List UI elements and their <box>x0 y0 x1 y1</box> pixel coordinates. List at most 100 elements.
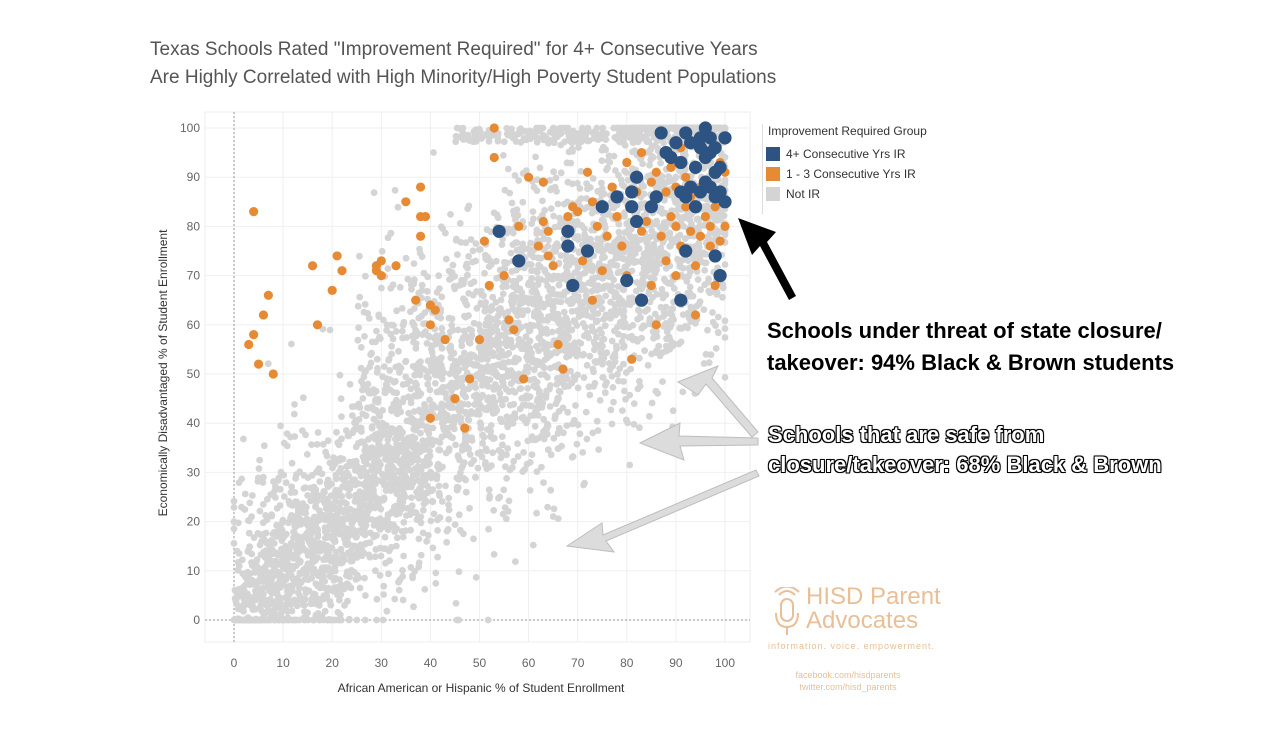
point-not-ir <box>269 561 276 569</box>
point-not-ir <box>424 368 432 376</box>
point-not-ir <box>395 578 402 586</box>
point-not-ir <box>464 410 472 418</box>
point-not-ir <box>399 573 407 580</box>
point-not-ir <box>506 189 514 197</box>
point-not-ir <box>533 291 541 298</box>
point-not-ir <box>658 285 666 293</box>
point-4plus-yrs-ir <box>684 180 698 194</box>
point-not-ir <box>719 284 727 292</box>
point-not-ir <box>469 351 477 359</box>
point-4plus-yrs-ir <box>595 200 609 214</box>
point-not-ir <box>620 342 628 350</box>
point-not-ir <box>630 420 638 428</box>
point-not-ir <box>574 384 582 392</box>
y-tick-label: 10 <box>187 564 201 578</box>
point-not-ir <box>460 400 468 408</box>
point-not-ir <box>423 537 430 545</box>
point-not-ir <box>410 321 418 329</box>
point-not-ir <box>390 456 397 463</box>
point-not-ir <box>278 529 285 537</box>
point-4plus-yrs-ir <box>625 185 639 199</box>
point-not-ir <box>502 395 510 403</box>
point-not-ir <box>466 504 473 512</box>
point-not-ir <box>314 513 322 521</box>
point-not-ir <box>571 269 579 277</box>
legend-item-4plus[interactable]: 4+ Consecutive Yrs IR <box>762 144 927 164</box>
axes: 0 10 20 30 40 50 60 70 80 90 100010203040506070809… <box>180 112 750 670</box>
point-not-ir <box>271 582 279 590</box>
point-1-3-yrs-ir <box>641 216 652 227</box>
point-not-ir <box>319 546 327 554</box>
point-not-ir <box>526 487 534 494</box>
point-not-ir <box>450 413 458 421</box>
point-not-ir <box>250 534 258 541</box>
point-not-ir <box>629 139 637 147</box>
point-not-ir <box>660 275 668 283</box>
point-not-ir <box>378 247 386 255</box>
point-1-3-yrs-ir <box>705 241 715 251</box>
point-not-ir <box>480 354 488 362</box>
point-not-ir <box>541 371 548 378</box>
point-not-ir <box>445 501 452 509</box>
point-not-ir <box>484 328 492 336</box>
point-not-ir <box>574 421 582 429</box>
point-not-ir <box>438 498 446 505</box>
point-not-ir <box>531 309 538 316</box>
point-not-ir <box>415 494 423 502</box>
point-not-ir <box>492 383 500 391</box>
point-not-ir <box>560 272 567 279</box>
point-1-3-yrs-ir <box>268 369 278 379</box>
point-not-ir <box>554 515 562 522</box>
point-not-ir <box>476 326 484 334</box>
point-1-3-yrs-ir <box>312 320 323 330</box>
point-not-ir <box>382 545 389 553</box>
point-not-ir <box>452 132 460 140</box>
point-not-ir <box>288 542 296 549</box>
point-not-ir <box>437 386 445 393</box>
point-not-ir <box>663 328 671 336</box>
point-not-ir <box>299 601 307 609</box>
point-not-ir <box>642 211 650 219</box>
point-1-3-yrs-ir <box>327 285 337 295</box>
point-not-ir <box>648 152 656 160</box>
point-not-ir <box>413 488 420 496</box>
point-1-3-yrs-ir <box>425 320 435 330</box>
point-not-ir <box>640 322 647 330</box>
point-not-ir <box>509 134 517 142</box>
point-4plus-yrs-ir <box>679 244 693 258</box>
point-1-3-yrs-ir <box>474 334 485 345</box>
point-not-ir <box>301 608 308 616</box>
point-not-ir <box>712 345 720 352</box>
point-not-ir <box>541 206 548 214</box>
point-not-ir <box>378 284 385 292</box>
point-1-3-yrs-ir <box>425 413 435 423</box>
point-not-ir <box>318 612 326 620</box>
point-4plus-yrs-ir <box>693 131 708 145</box>
point-not-ir <box>391 435 399 443</box>
point-1-3-yrs-ir <box>504 315 514 325</box>
point-not-ir <box>620 378 627 385</box>
point-not-ir <box>337 395 345 403</box>
point-not-ir <box>407 399 415 407</box>
legend-item-not-ir[interactable]: Not IR <box>762 184 927 204</box>
point-not-ir <box>435 482 443 490</box>
watermark-name-line-1: HISD Parent <box>806 583 941 610</box>
point-not-ir <box>292 523 300 530</box>
point-not-ir <box>721 317 729 325</box>
point-not-ir <box>436 285 443 292</box>
point-not-ir <box>498 374 505 381</box>
point-not-ir <box>508 199 516 207</box>
point-not-ir <box>613 262 621 269</box>
point-not-ir <box>539 197 546 205</box>
point-not-ir <box>452 358 460 366</box>
point-not-ir <box>460 327 468 335</box>
point-not-ir <box>447 401 455 409</box>
point-not-ir <box>417 478 424 486</box>
point-not-ir <box>660 219 668 227</box>
point-4plus-yrs-ir <box>708 141 722 155</box>
point-not-ir <box>345 525 353 533</box>
point-not-ir <box>580 332 588 340</box>
point-4plus-yrs-ir <box>713 160 727 174</box>
point-not-ir <box>248 550 256 558</box>
legend-item-1-3[interactable]: 1 - 3 Consecutive Yrs IR <box>762 164 927 184</box>
